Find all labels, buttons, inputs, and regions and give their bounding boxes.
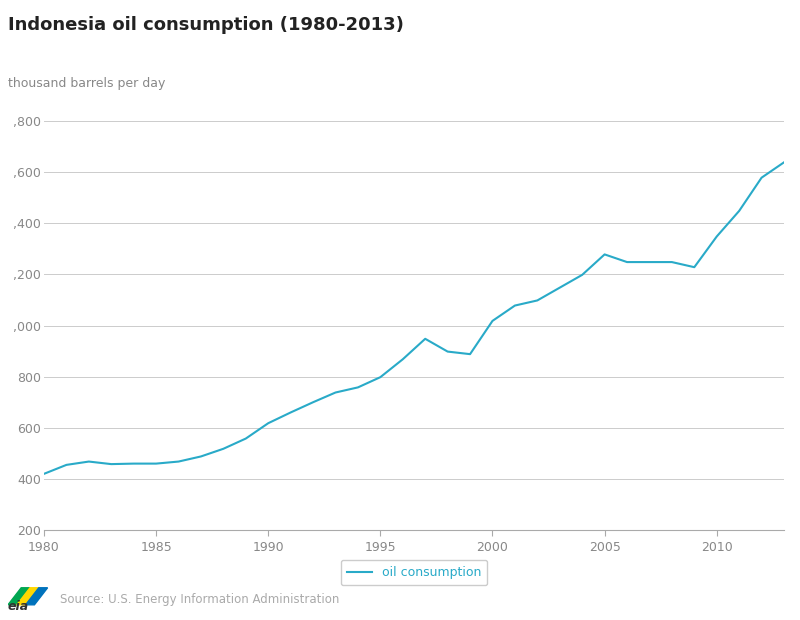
Polygon shape [26, 588, 48, 605]
Polygon shape [8, 588, 30, 605]
Polygon shape [17, 588, 39, 605]
Text: Indonesia oil consumption (1980-2013): Indonesia oil consumption (1980-2013) [8, 16, 404, 33]
Text: eia: eia [8, 600, 29, 613]
Legend: oil consumption: oil consumption [341, 560, 487, 585]
Text: Source: U.S. Energy Information Administration: Source: U.S. Energy Information Administ… [60, 593, 339, 606]
Text: thousand barrels per day: thousand barrels per day [8, 78, 166, 91]
